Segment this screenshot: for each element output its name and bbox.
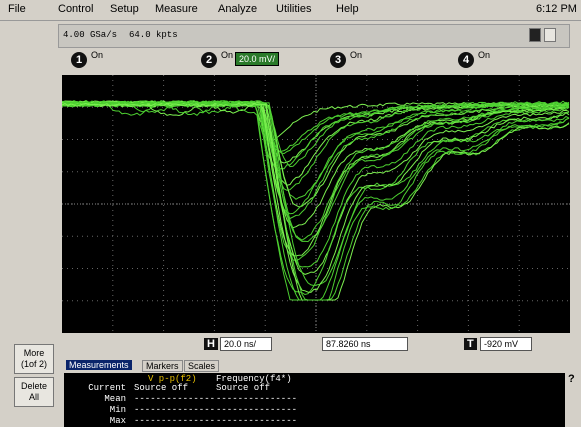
waveform-display	[62, 75, 570, 333]
cell: ---------------	[134, 405, 215, 415]
channel-state[interactable]: On	[478, 50, 490, 60]
trigger-label: T	[464, 338, 477, 350]
horizontal-scale[interactable]: 20.0 ns/	[220, 337, 272, 351]
cell: ---------------	[216, 405, 297, 415]
help-icon[interactable]: ?	[568, 373, 575, 385]
menu-item[interactable]: Control	[58, 3, 93, 15]
menu-item[interactable]: Utilities	[276, 3, 311, 15]
menu-item[interactable]: File	[8, 3, 26, 15]
button-label: More	[15, 348, 53, 359]
window-button[interactable]	[544, 28, 556, 42]
button-label: Delete	[15, 381, 53, 392]
channel-state[interactable]: On	[221, 50, 233, 60]
control-bar: H 20.0 ns/ 87.8260 ns T -920 mV	[62, 336, 570, 356]
channel-state[interactable]: On	[350, 50, 362, 60]
horizontal-label: H	[204, 338, 218, 350]
trigger-level[interactable]: -920 mV	[480, 337, 532, 351]
cell: ---------------	[216, 394, 297, 404]
trigger-toolbar	[14, 72, 50, 342]
horizontal-position[interactable]: 87.8260 ns	[322, 337, 408, 351]
channel-scale[interactable]: 20.0 mV/	[235, 52, 279, 66]
sample-rate: 4.00 GSa/s	[63, 30, 117, 40]
more-button[interactable]: More(1of 2)	[14, 344, 54, 374]
menu-bar: File Control Setup Measure Analyze Utili…	[0, 0, 581, 21]
channel-state[interactable]: On	[91, 50, 103, 60]
scope-app: File Control Setup Measure Analyze Utili…	[0, 0, 581, 427]
cell: Source off	[134, 383, 188, 393]
channel-number[interactable]: 4	[458, 52, 474, 68]
row-label: Max	[66, 416, 126, 426]
row-label: Current	[66, 383, 126, 393]
row-label: Min	[66, 405, 126, 415]
memory-depth: 64.0 kpts	[129, 30, 178, 40]
info-bar: 4.00 GSa/s 64.0 kpts	[58, 24, 570, 48]
button-label: All	[15, 392, 53, 403]
window-button[interactable]	[529, 28, 541, 42]
channel-bar: 1 On 2 On 20.0 mV/ 3 On 4 On	[65, 50, 565, 72]
menu-item[interactable]: Help	[336, 3, 359, 15]
menu-item[interactable]: Setup	[110, 3, 139, 15]
menu-item[interactable]: Measure	[155, 3, 198, 15]
tab[interactable]: Scales	[184, 360, 219, 372]
clock: 6:12 PM	[536, 3, 577, 15]
menu-item[interactable]: Analyze	[218, 3, 257, 15]
cell: ---------------	[216, 416, 297, 426]
tab[interactable]: Measurements	[66, 360, 132, 370]
row-label: Mean	[66, 394, 126, 404]
channel-number[interactable]: 2	[201, 52, 217, 68]
cell: Source off	[216, 383, 270, 393]
button-label: (1of 2)	[15, 359, 53, 370]
channel-number[interactable]: 3	[330, 52, 346, 68]
tab[interactable]: Markers	[142, 360, 183, 372]
channel-number[interactable]: 1	[71, 52, 87, 68]
cell: ---------------	[134, 416, 215, 426]
cell: ---------------	[134, 394, 215, 404]
